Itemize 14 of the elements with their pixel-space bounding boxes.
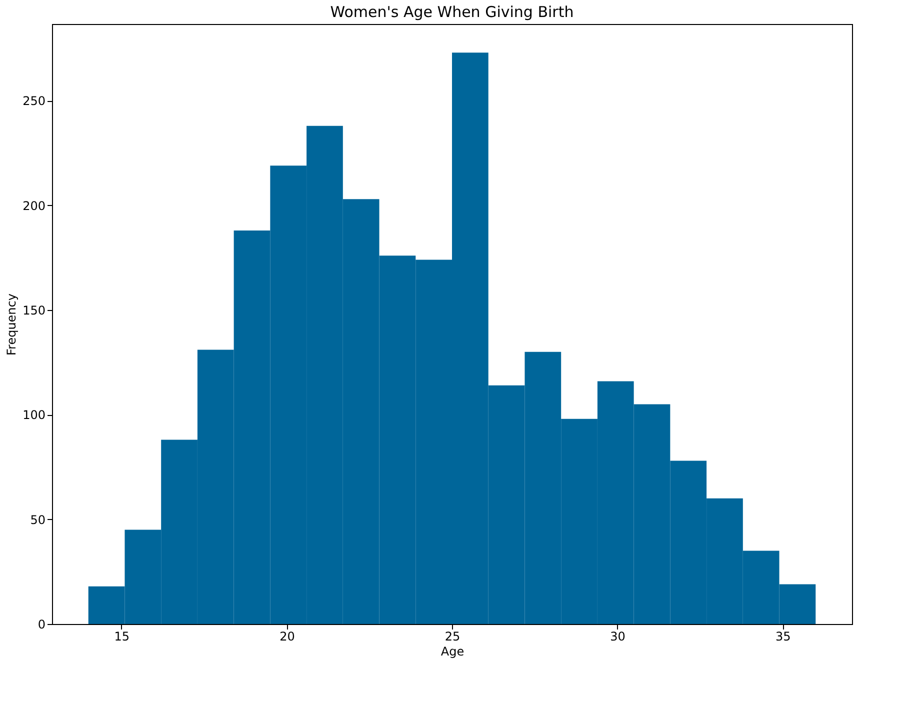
x-tick-label: 25 [444, 630, 460, 644]
y-axis-title: Frequency [4, 294, 19, 356]
x-tick-label: 15 [114, 630, 130, 644]
x-axis-title: Age [440, 644, 464, 658]
y-tick-label: 150 [22, 304, 46, 318]
y-tick-label: 100 [22, 408, 46, 422]
y-tick-label: 0 [38, 618, 46, 632]
x-tick-label: 30 [610, 630, 626, 644]
x-tick-label: 35 [775, 630, 791, 644]
y-tick-label: 250 [22, 94, 46, 108]
y-tick-label: 50 [30, 512, 46, 527]
y-tick-label: 200 [22, 198, 46, 213]
chart-title: Women's Age When Giving Birth [330, 3, 574, 21]
x-tick-label: 20 [280, 630, 295, 644]
